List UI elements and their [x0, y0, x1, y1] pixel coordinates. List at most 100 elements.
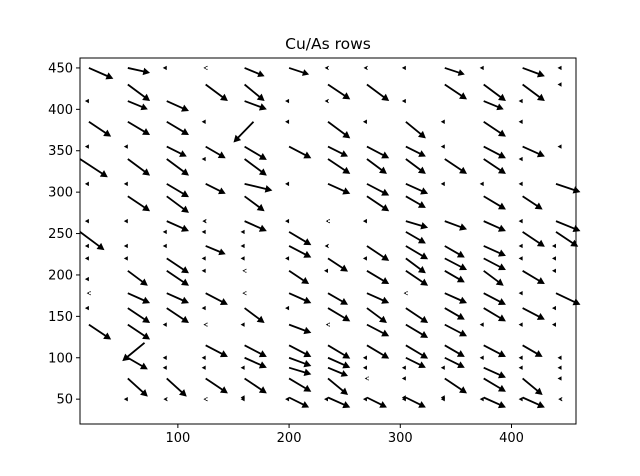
quiver-arrow — [324, 268, 328, 274]
quiver-arrow — [166, 195, 189, 213]
quiver-arrow — [163, 396, 168, 402]
quiver-arrow — [518, 156, 523, 162]
quiver-arrow — [522, 377, 543, 396]
x-tick-label: 200 — [277, 431, 302, 446]
quiver-arrow — [127, 195, 151, 212]
quiver-arrow — [244, 182, 273, 193]
quiver-arrow — [244, 67, 265, 78]
quiver-arrow — [366, 158, 387, 174]
quiver-arrow — [327, 83, 351, 100]
quiver-arrow — [123, 243, 128, 249]
quiver-arrow — [162, 365, 167, 370]
x-axis: 100 200 300 400 — [165, 424, 524, 446]
quiver-arrow — [555, 220, 581, 232]
quiver-arrow — [558, 396, 563, 402]
quiver-arrow — [401, 98, 406, 104]
arrows-layer — [79, 65, 581, 409]
quiver-arrow — [366, 396, 387, 408]
quiver-arrow — [123, 256, 128, 261]
quiver-arrow — [327, 396, 351, 409]
quiver-arrow — [401, 395, 406, 400]
quiver-arrow — [244, 83, 265, 102]
quiver-arrow — [518, 396, 523, 402]
quiver-arrow — [288, 323, 312, 335]
quiver-arrow — [518, 181, 523, 187]
quiver-arrow — [518, 243, 523, 249]
quiver-arrow — [166, 292, 189, 304]
quiver-arrow — [127, 83, 151, 102]
quiver-arrow — [403, 290, 408, 296]
quiver-arrow — [88, 121, 112, 137]
quiver-arrow — [405, 245, 429, 260]
quiver-arrow — [327, 121, 351, 139]
quiver-arrow — [557, 82, 562, 87]
quiver-arrow — [327, 292, 349, 305]
quiver-arrow — [479, 322, 484, 327]
quiver-arrow — [366, 307, 387, 323]
quiver-arrow — [479, 396, 484, 402]
quiver-arrow — [518, 119, 523, 124]
quiver-arrow — [166, 183, 189, 198]
quiver-arrow — [285, 305, 290, 311]
quiver-arrow — [288, 366, 312, 376]
quiver-arrow — [444, 292, 468, 304]
quiver-arrow — [166, 120, 189, 136]
quiver-arrow — [440, 365, 445, 370]
quiver-arrow — [166, 377, 187, 397]
quiver-arrow — [405, 145, 426, 157]
quiver-arrow — [288, 377, 312, 392]
quiver-arrow — [444, 83, 468, 100]
quiver-arrow — [202, 218, 207, 224]
quiver-arrow — [483, 220, 506, 232]
quiver-arrow — [483, 344, 506, 358]
quiver-arrow — [79, 158, 108, 178]
quiver-arrow — [127, 356, 148, 370]
quiver-arrow — [240, 395, 245, 400]
quiver-arrow — [522, 270, 545, 285]
y-tick-label: 150 — [48, 310, 73, 325]
quiver-arrow — [285, 256, 290, 261]
quiver-arrow — [127, 292, 151, 304]
quiver-arrow — [127, 120, 151, 136]
quiver-arrow — [405, 220, 429, 230]
quiver-arrow — [522, 145, 545, 158]
quiver-arrow — [86, 290, 91, 296]
quiver-arrow — [205, 83, 228, 102]
quiver-arrow — [362, 119, 367, 124]
quiver-arrow — [127, 377, 148, 397]
quiver-arrow — [205, 292, 228, 305]
quiver-arrow — [288, 356, 312, 368]
quiver-arrow — [123, 181, 128, 187]
quiver-arrow — [444, 307, 465, 320]
quiver-arrow — [327, 377, 349, 396]
quiver-arrow — [288, 145, 312, 159]
quiver-arrow — [440, 119, 445, 124]
quiver-arrow — [162, 355, 167, 360]
quiver-arrow — [557, 65, 562, 71]
quiver-arrow — [366, 344, 390, 359]
quiver-arrow — [166, 257, 189, 274]
quiver-arrow — [201, 156, 206, 162]
quiver-arrow — [366, 83, 390, 102]
quiver-arrow — [483, 83, 506, 102]
quiver-arrow — [288, 344, 312, 358]
quiver-arrow — [127, 67, 151, 76]
y-tick-label: 350 — [48, 144, 73, 159]
quiver-arrow — [557, 376, 562, 381]
quiver-arrow — [518, 322, 523, 327]
quiver-arrow — [366, 183, 390, 196]
quiver-arrow — [325, 322, 330, 327]
quiver-arrow — [518, 256, 523, 261]
quiver-arrow — [203, 65, 208, 71]
quiver-arrow — [166, 270, 189, 286]
quiver-arrow — [123, 144, 128, 149]
quiver-arrow — [244, 195, 265, 212]
quiver-arrow — [288, 270, 310, 285]
quiver-arrow — [405, 344, 429, 359]
y-tick-label: 400 — [48, 103, 73, 118]
quiver-arrow — [444, 245, 465, 258]
quiver-arrow — [127, 158, 151, 176]
quiver-arrow — [240, 256, 245, 261]
quiver-arrow — [166, 100, 189, 112]
